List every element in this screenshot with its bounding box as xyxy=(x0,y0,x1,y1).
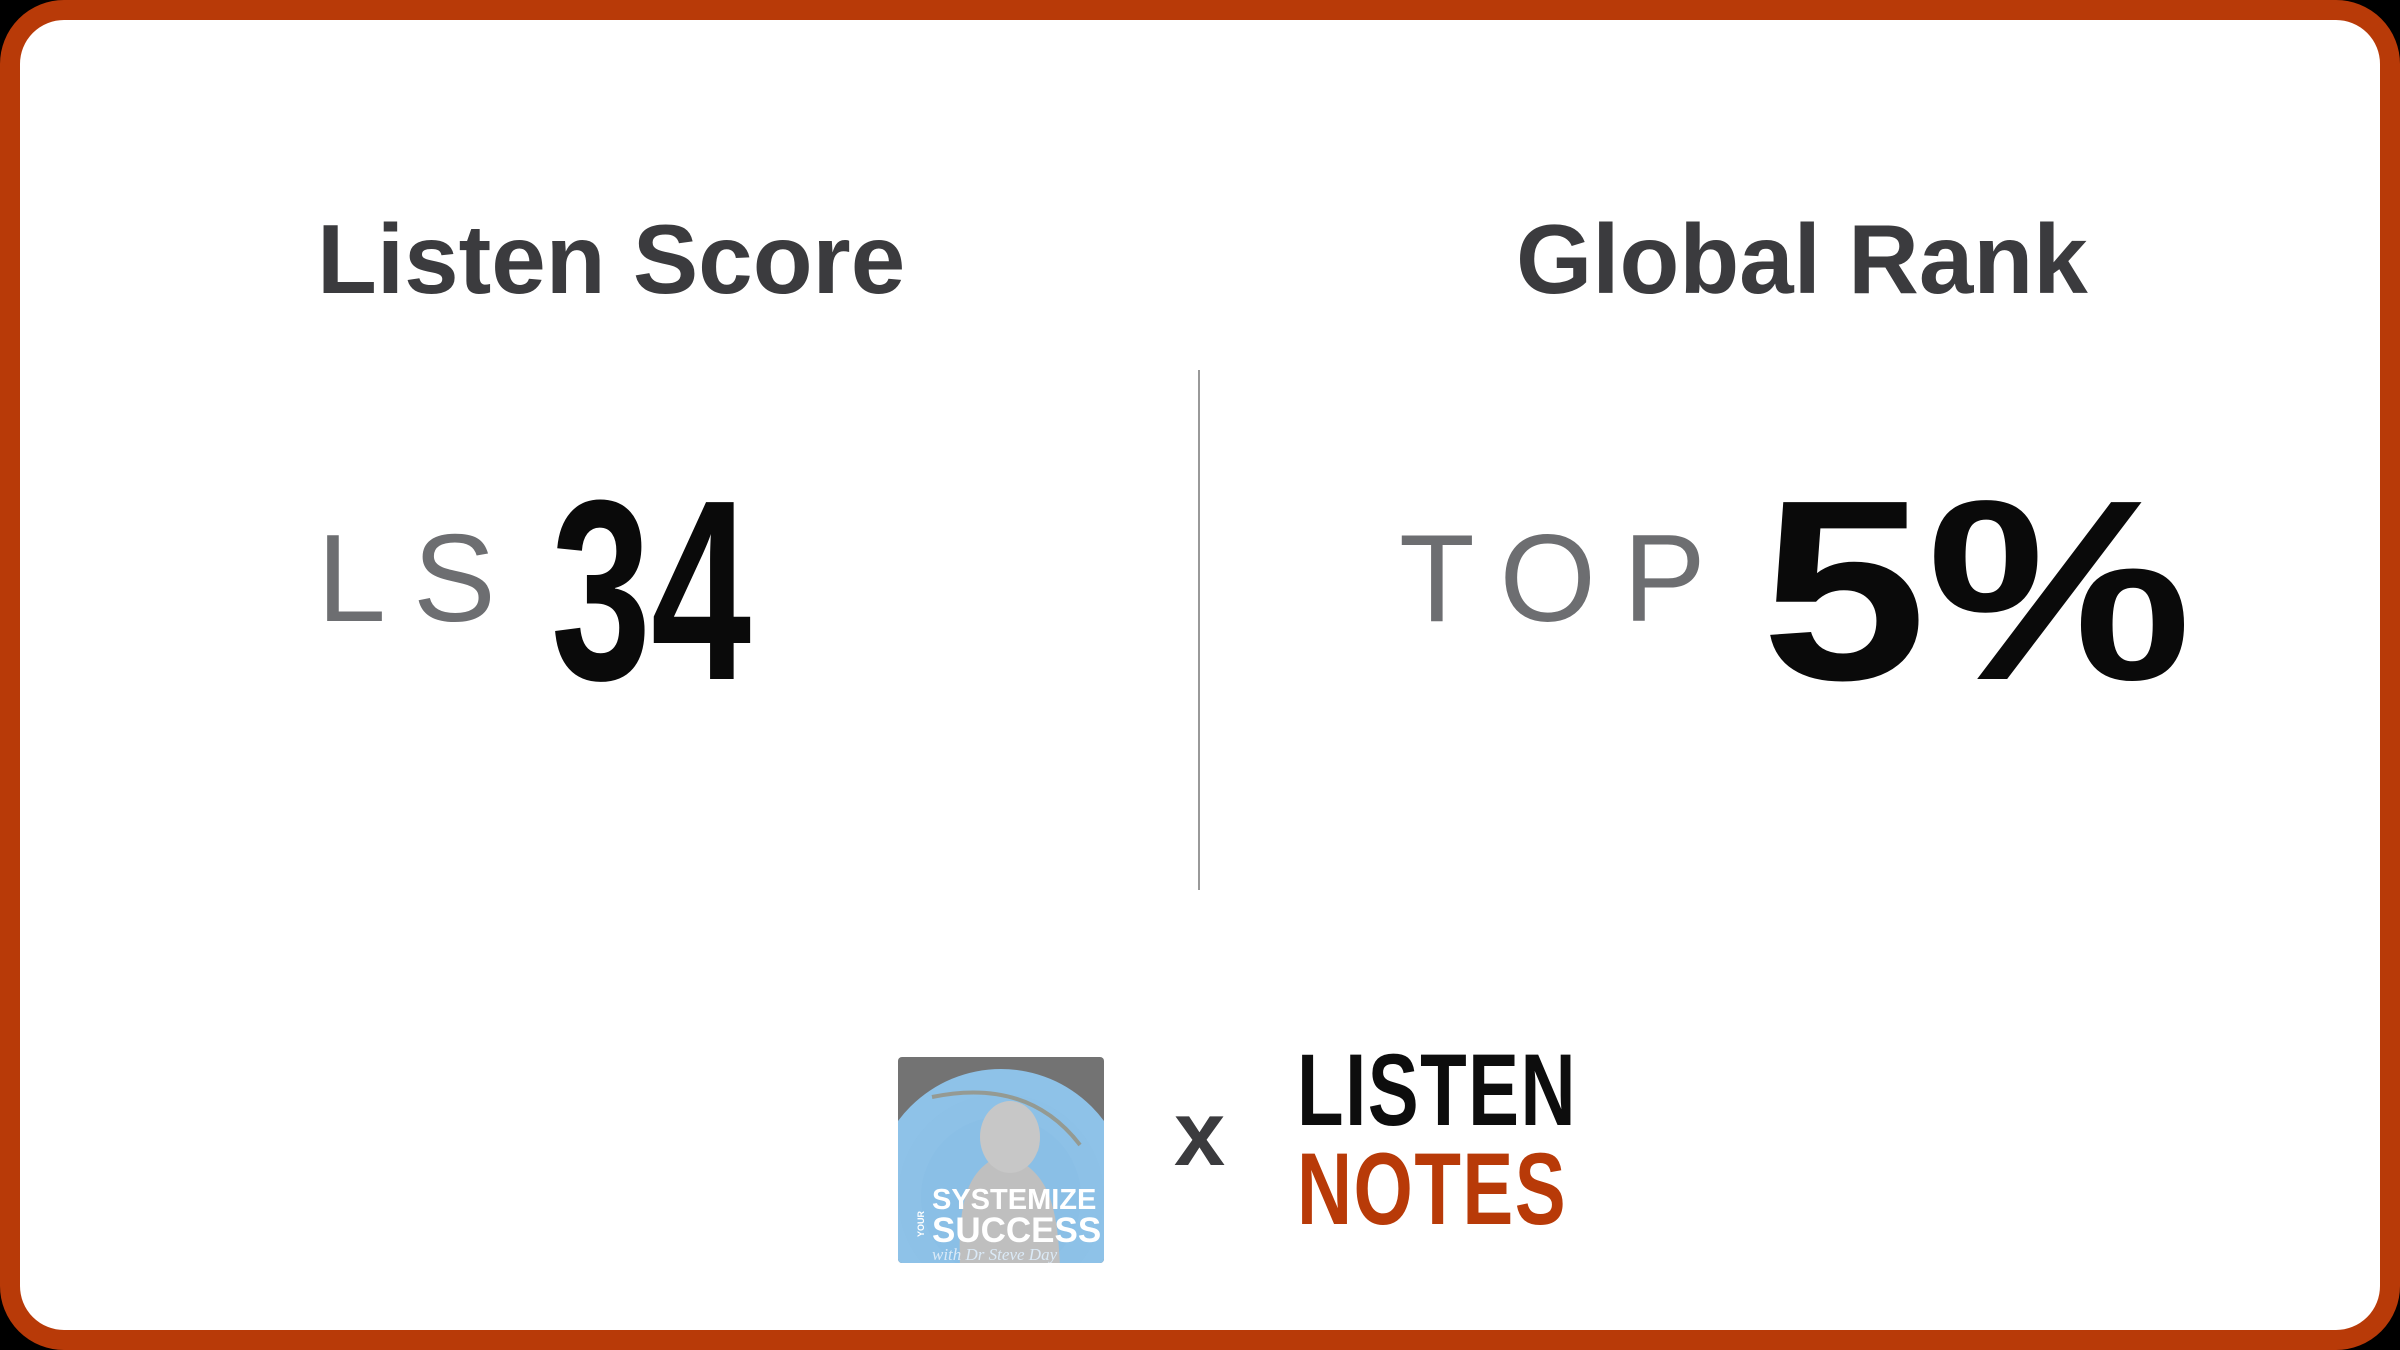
svg-text:with Dr Steve Day: with Dr Steve Day xyxy=(932,1245,1058,1263)
svg-text:YOUR: YOUR xyxy=(916,1210,926,1237)
